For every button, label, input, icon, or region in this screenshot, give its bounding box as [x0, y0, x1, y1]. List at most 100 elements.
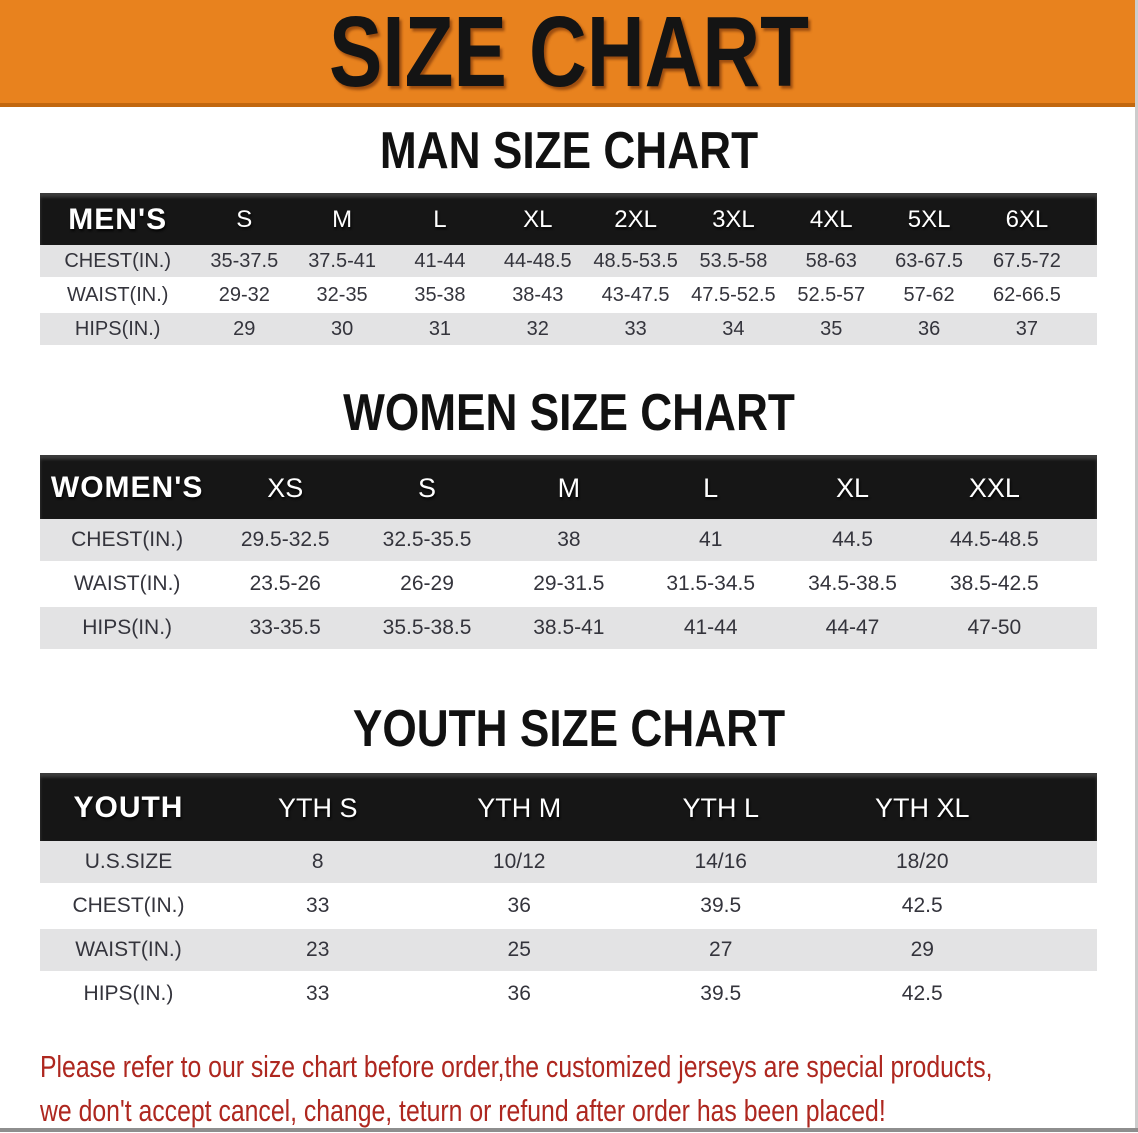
- measurement-value: 29: [233, 317, 256, 340]
- measurement-value: 31.5-34.5: [666, 572, 756, 595]
- measurement-value: 38-43: [512, 283, 564, 306]
- size-column-header: XS: [267, 472, 304, 503]
- measurement-value: 37.5-41: [308, 249, 377, 272]
- measurement-value: 44-48.5: [503, 249, 572, 272]
- section-heading: YOUTH SIZE CHART: [352, 700, 786, 758]
- measurement-value: 25: [507, 938, 531, 961]
- measurement-value: 29: [910, 938, 934, 961]
- size-chart-section: MAN SIZE CHART MEN'S S M L XL 2XL 3XL 4XL 5XL 6XL C…: [0, 125, 1138, 347]
- measurement-value: 39.5: [700, 894, 742, 917]
- measurement-value: 32-35: [316, 283, 368, 306]
- table-category-label: MEN'S: [68, 203, 168, 236]
- table-row: WAIST(IN.) 23 25 27 29: [40, 929, 1097, 973]
- size-column-header: XL: [523, 206, 553, 233]
- measurement-label: WAIST(IN.): [75, 938, 182, 961]
- measurement-value: 32: [526, 317, 549, 340]
- measurement-label: HIPS(IN.): [74, 317, 161, 340]
- measurement-value: 36: [507, 982, 531, 1005]
- size-column-header: S: [236, 206, 253, 233]
- size-chart-section: WOMEN SIZE CHART WOMEN'S XS S M L XL XXL CHEST(I…: [0, 387, 1138, 651]
- measurement-value: 41-44: [683, 616, 738, 639]
- measurement-label: CHEST(IN.): [64, 249, 172, 272]
- measurement-value: 35: [820, 317, 843, 340]
- size-chart-section: YOUTH SIZE CHART YOUTH YTH S YTH M YTH L YTH …: [0, 703, 1138, 1017]
- measurement-label: WAIST(IN.): [66, 283, 169, 306]
- size-column-header: 5XL: [907, 206, 951, 233]
- size-column-header: 4XL: [809, 206, 853, 233]
- measurement-value: 47.5-52.5: [691, 283, 776, 306]
- size-column-header: M: [332, 206, 353, 233]
- measurement-value: 33-35.5: [249, 616, 321, 639]
- measurement-value: 10/12: [492, 850, 546, 873]
- measurement-value: 38.5-42.5: [949, 572, 1039, 595]
- table-row: CHEST(IN.) 33 36 39.5 42.5: [40, 885, 1097, 929]
- measurement-value: 48.5-53.5: [593, 249, 678, 272]
- measurement-value: 41-44: [414, 249, 466, 272]
- size-column-header: 3XL: [712, 206, 755, 233]
- measurement-value: 33: [624, 317, 647, 340]
- measurement-value: 36: [917, 317, 941, 340]
- size-chart-banner: SIZE CHART: [0, 0, 1138, 107]
- table-header-row: MEN'S S M L XL 2XL 3XL 4XL 5XL 6XL: [40, 193, 1097, 245]
- table-header-row: WOMEN'S XS S M L XL XXL: [40, 455, 1097, 519]
- measurement-value: 8: [311, 850, 324, 873]
- table-row: HIPS(IN.) 33 36 39.5 42.5: [40, 973, 1097, 1017]
- measurement-value: 18/20: [895, 850, 949, 873]
- measurement-value: 37: [1015, 317, 1039, 340]
- measurement-value: 23: [306, 938, 330, 961]
- table-row: HIPS(IN.) 29 30 31 32 33 34 35 36 37: [40, 313, 1097, 347]
- measurement-value: 67.5-72: [992, 249, 1061, 272]
- section-heading: WOMEN SIZE CHART: [343, 384, 795, 442]
- table-row: CHEST(IN.) 29.5-32.5 32.5-35.5 38 41 44.5 44.5…: [40, 519, 1097, 563]
- table-row: WAIST(IN.) 23.5-26 26-29 29-31.5 31.5-34.5 34…: [40, 563, 1097, 607]
- measurement-value: 42.5: [901, 982, 943, 1005]
- measurement-value: 41: [699, 528, 723, 551]
- measurement-label: WAIST(IN.): [73, 572, 181, 595]
- size-column-header: S: [418, 472, 437, 503]
- measurement-value: 42.5: [901, 894, 943, 917]
- measurement-label: HIPS(IN.): [82, 616, 173, 639]
- measurement-value: 29-32: [218, 283, 270, 306]
- disclaimer: Please refer to our size chart before or…: [40, 1045, 1138, 1133]
- measurement-value: 33: [306, 894, 330, 917]
- measurement-value: 57-62: [903, 283, 955, 306]
- size-column-header: YTH XL: [874, 792, 970, 823]
- size-column-header: L: [433, 206, 447, 233]
- measurement-value: 33: [306, 982, 330, 1005]
- table-row: HIPS(IN.) 33-35.5 35.5-38.5 38.5-41 41-44 44-…: [40, 607, 1097, 651]
- table-row: WAIST(IN.) 29-32 32-35 35-38 38-43 43-47.5 47.…: [40, 279, 1097, 313]
- measurement-value: 30: [330, 317, 354, 340]
- measurement-label: U.S.SIZE: [84, 850, 173, 873]
- measurement-value: 29.5-32.5: [240, 528, 330, 551]
- page-title: SIZE CHART: [329, 0, 809, 108]
- measurement-value: 29-31.5: [533, 572, 605, 595]
- measurement-label: HIPS(IN.): [83, 982, 174, 1005]
- measurement-value: 44.5: [832, 528, 873, 551]
- size-column-header: YTH L: [682, 792, 759, 823]
- measurement-value: 62-66.5: [992, 283, 1061, 306]
- measurement-label: CHEST(IN.): [72, 894, 185, 917]
- size-column-header: 6XL: [1005, 206, 1049, 233]
- table-header-row: YOUTH YTH S YTH M YTH L YTH XL: [40, 773, 1097, 841]
- disclaimer-line-2: we don't accept cancel, change, teturn o…: [40, 1093, 886, 1128]
- measurement-value: 35.5-38.5: [382, 616, 472, 639]
- table-category-label: WOMEN'S: [50, 471, 204, 504]
- measurement-value: 43-47.5: [601, 283, 670, 306]
- measurement-value: 44.5-48.5: [949, 528, 1039, 551]
- size-chart-sections: MAN SIZE CHART MEN'S S M L XL 2XL 3XL 4XL 5XL 6XL C…: [0, 125, 1138, 1017]
- section-heading: MAN SIZE CHART: [379, 122, 759, 180]
- size-column-header: 2XL: [614, 206, 657, 233]
- measurement-value: 34.5-38.5: [808, 572, 897, 595]
- disclaimer-line-1: Please refer to our size chart before or…: [40, 1049, 993, 1084]
- measurement-value: 58-63: [805, 249, 857, 272]
- image-right-edge: [1135, 0, 1138, 1132]
- size-column-header: XL: [836, 472, 870, 503]
- size-table: WOMEN'S XS S M L XL XXL CHEST(IN.) 29.5-32.5 32.5…: [40, 455, 1097, 651]
- measurement-value: 27: [709, 938, 733, 961]
- size-column-header: YTH M: [477, 792, 562, 823]
- table-category-label: YOUTH: [73, 791, 184, 824]
- table-row: CHEST(IN.) 35-37.5 37.5-41 41-44 44-48.5 48.5…: [40, 245, 1097, 279]
- measurement-value: 35-37.5: [210, 249, 279, 272]
- measurement-value: 38.5-41: [533, 616, 605, 639]
- measurement-label: CHEST(IN.): [71, 528, 184, 551]
